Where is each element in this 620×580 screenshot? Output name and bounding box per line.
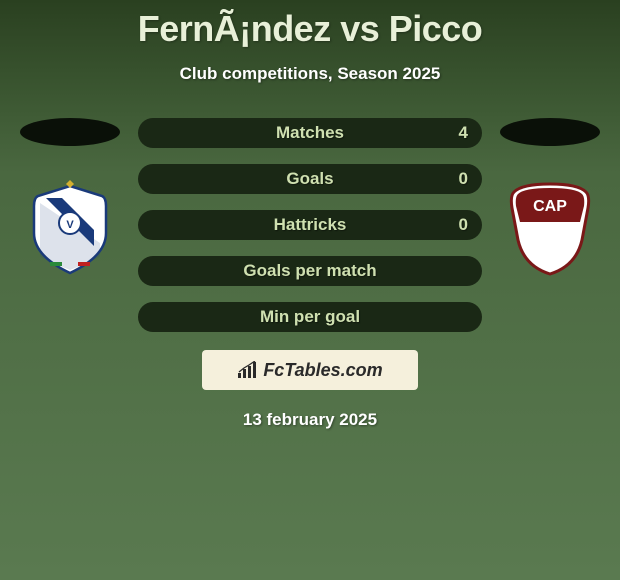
stat-row-matches: Matches 4	[138, 118, 482, 148]
stat-row-goals: Goals 0	[138, 164, 482, 194]
stat-label: Hattricks	[274, 215, 347, 235]
stat-row-min-per-goal: Min per goal	[138, 302, 482, 332]
right-column: CAP	[500, 118, 600, 278]
date-text: 13 february 2025	[0, 410, 620, 430]
page-title: FernÃ¡ndez vs Picco	[0, 8, 620, 50]
stat-right-value: 0	[459, 215, 468, 235]
stat-row-hattricks: Hattricks 0	[138, 210, 482, 240]
stat-right-value: 4	[459, 123, 468, 143]
stats-list: Matches 4 Goals 0 Hattricks 0 Goals per …	[138, 118, 482, 332]
subtitle: Club competitions, Season 2025	[0, 64, 620, 84]
left-column: V	[20, 118, 120, 278]
left-team-crest: V	[20, 178, 120, 278]
stat-label: Min per goal	[260, 307, 360, 327]
right-ellipse-shadow	[500, 118, 600, 146]
right-team-crest: CAP	[500, 178, 600, 278]
stat-right-value: 0	[459, 169, 468, 189]
svg-text:V: V	[66, 219, 74, 231]
left-ellipse-shadow	[20, 118, 120, 146]
stat-row-goals-per-match: Goals per match	[138, 256, 482, 286]
brand-text: FcTables.com	[263, 360, 382, 381]
stat-label: Goals	[286, 169, 333, 189]
stat-label: Goals per match	[243, 261, 376, 281]
svg-text:CAP: CAP	[533, 198, 567, 215]
main-content: V Matches 4 Goals 0 Hattricks	[0, 118, 620, 332]
stat-label: Matches	[276, 123, 344, 143]
brand-chart-icon	[237, 361, 259, 379]
brand-box: FcTables.com	[202, 350, 418, 390]
